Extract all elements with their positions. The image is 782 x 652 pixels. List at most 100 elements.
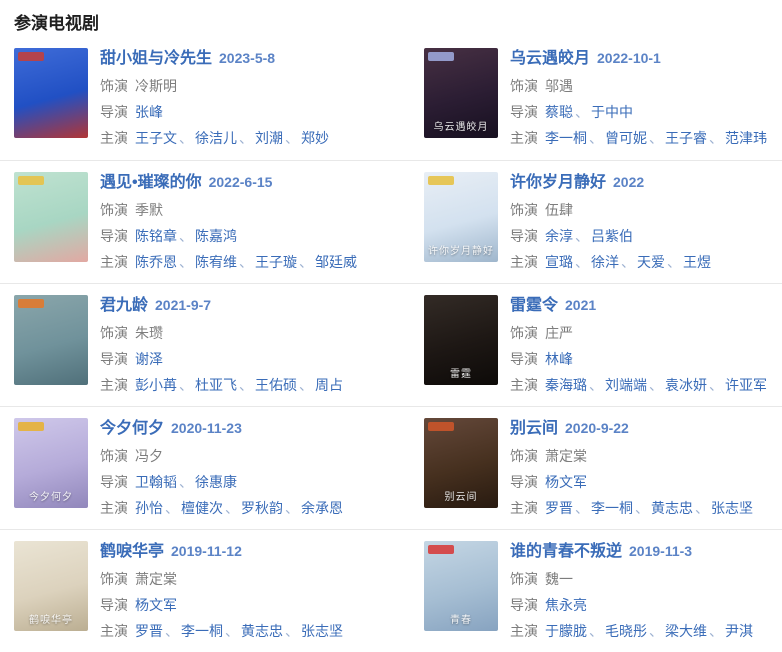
drama-poster[interactable]: 别云间 xyxy=(424,418,498,508)
drama-details: 乌云遇皎月 2022-10-1 饰演 邬遇 导演 蔡聪、于中中 主演 李一桐、曾可妮、王… xyxy=(510,48,767,160)
drama-title-link[interactable]: 乌云遇皎月 xyxy=(510,50,591,67)
role-value: 冷斯明 xyxy=(135,78,177,94)
person-link[interactable]: 罗秋韵 xyxy=(241,500,283,516)
person-link[interactable]: 檀健次 xyxy=(181,500,223,516)
person-link[interactable]: 毛晓彤 xyxy=(605,623,647,639)
name-separator: 、 xyxy=(285,623,299,639)
name-separator: 、 xyxy=(239,377,253,393)
name-separator: 、 xyxy=(225,500,239,516)
drama-title-link[interactable]: 雷霆令 xyxy=(510,297,559,314)
person-link[interactable]: 梁大维 xyxy=(665,623,707,639)
drama-title-link[interactable]: 遇见•璀璨的你 xyxy=(100,174,202,191)
person-link[interactable]: 王煜 xyxy=(683,254,711,270)
drama-title-line: 鹤唳华亭 2019-11-12 xyxy=(100,541,343,562)
person-link[interactable]: 秦海璐 xyxy=(545,377,587,393)
person-link[interactable]: 王子璇 xyxy=(255,254,297,270)
role-label: 饰演 xyxy=(510,78,538,94)
person-link[interactable]: 刘端端 xyxy=(605,377,647,393)
person-link[interactable]: 陈宥维 xyxy=(195,254,237,270)
person-link[interactable]: 徐洁儿 xyxy=(195,130,237,146)
name-separator: 、 xyxy=(667,254,681,270)
person-link[interactable]: 王子文 xyxy=(135,130,177,146)
person-link[interactable]: 张志坚 xyxy=(711,500,753,516)
drama-poster[interactable] xyxy=(14,48,88,138)
person-link[interactable]: 刘潮 xyxy=(255,130,283,146)
drama-poster[interactable]: 青春 xyxy=(424,541,498,631)
person-link[interactable]: 谢泽 xyxy=(135,351,163,367)
person-link[interactable]: 罗晋 xyxy=(545,500,573,516)
person-link[interactable]: 王子睿 xyxy=(665,130,707,146)
cast-links: 罗晋、李一桐、黄志忠、张志坚 xyxy=(545,500,753,516)
drama-poster[interactable]: 雷霆 xyxy=(424,295,498,385)
person-link[interactable]: 天爱 xyxy=(637,254,665,270)
director-line: 导演 焦永亮 xyxy=(510,596,753,614)
person-link[interactable]: 徐惠康 xyxy=(195,474,237,490)
person-link[interactable]: 宣璐 xyxy=(545,254,573,270)
poster-caption: 鹤唳华亭 xyxy=(29,615,73,626)
person-link[interactable]: 王佑硕 xyxy=(255,377,297,393)
person-link[interactable]: 郑妙 xyxy=(301,130,329,146)
role-value: 伍肆 xyxy=(545,202,573,218)
person-link[interactable]: 李一桐 xyxy=(181,623,223,639)
name-separator: 、 xyxy=(621,254,635,270)
drama-title-link[interactable]: 谁的青春不叛逆 xyxy=(510,543,623,560)
person-link[interactable]: 彭小苒 xyxy=(135,377,177,393)
person-link[interactable]: 周占 xyxy=(315,377,343,393)
drama-title-link[interactable]: 君九龄 xyxy=(100,297,149,314)
person-link[interactable]: 杜亚飞 xyxy=(195,377,237,393)
drama-poster[interactable]: 今夕何夕 xyxy=(14,418,88,508)
person-link[interactable]: 徐洋 xyxy=(591,254,619,270)
person-link[interactable]: 陈乔恩 xyxy=(135,254,177,270)
drama-poster[interactable]: 许你岁月静好 xyxy=(424,172,498,262)
person-link[interactable]: 卫翰韬 xyxy=(135,474,177,490)
drama-entry: 遇见•璀璨的你 2022-6-15 饰演 季默 导演 陈铭章、陈嘉鸿 主演 陈乔恩、陈宥… xyxy=(14,172,424,283)
person-link[interactable]: 黄志忠 xyxy=(651,500,693,516)
drama-title-link[interactable]: 鹤唳华亭 xyxy=(100,543,165,560)
person-link[interactable]: 蔡聪 xyxy=(545,104,573,120)
person-link[interactable]: 陈嘉鸿 xyxy=(195,228,237,244)
director-label: 导演 xyxy=(100,104,128,120)
poster-caption: 今夕何夕 xyxy=(29,492,73,503)
person-link[interactable]: 罗晋 xyxy=(135,623,163,639)
drama-title-link[interactable]: 别云间 xyxy=(510,420,559,437)
person-link[interactable]: 杨文军 xyxy=(545,474,587,490)
person-link[interactable]: 杨文军 xyxy=(135,597,177,613)
person-link[interactable]: 许亚军 xyxy=(725,377,767,393)
drama-title-link[interactable]: 许你岁月静好 xyxy=(510,174,607,191)
cast-links: 孙怡、檀健次、罗秋韵、余承恩 xyxy=(135,500,343,516)
drama-row: 君九龄 2021-9-7 饰演 朱瓒 导演 谢泽 主演 彭小苒、杜亚飞、王佑硕、周占 雷… xyxy=(0,283,782,406)
person-link[interactable]: 张志坚 xyxy=(301,623,343,639)
poster-badge xyxy=(18,299,44,308)
role-line: 饰演 魏一 xyxy=(510,570,753,588)
person-link[interactable]: 余淳 xyxy=(545,228,573,244)
drama-poster[interactable] xyxy=(14,295,88,385)
person-link[interactable]: 邹廷威 xyxy=(315,254,357,270)
person-link[interactable]: 于中中 xyxy=(591,104,633,120)
drama-title-link[interactable]: 甜小姐与冷先生 xyxy=(100,50,213,67)
drama-entry: 青春 谁的青春不叛逆 2019-11-3 饰演 魏一 导演 焦永亮 主演 于朦胧、毛晓彤… xyxy=(424,541,768,652)
drama-details: 谁的青春不叛逆 2019-11-3 饰演 魏一 导演 焦永亮 主演 于朦胧、毛晓彤、梁大… xyxy=(510,541,753,652)
person-link[interactable]: 李一桐 xyxy=(545,130,587,146)
person-link[interactable]: 陈铭章 xyxy=(135,228,177,244)
name-separator: 、 xyxy=(165,623,179,639)
drama-poster[interactable]: 鹤唳华亭 xyxy=(14,541,88,631)
person-link[interactable]: 于朦胧 xyxy=(545,623,587,639)
drama-poster[interactable]: 乌云遇皎月 xyxy=(424,48,498,138)
person-link[interactable]: 焦永亮 xyxy=(545,597,587,613)
person-link[interactable]: 吕紫伯 xyxy=(591,228,633,244)
drama-title-link[interactable]: 今夕何夕 xyxy=(100,420,165,437)
person-link[interactable]: 林峰 xyxy=(545,351,573,367)
person-link[interactable]: 余承恩 xyxy=(301,500,343,516)
drama-entry: 甜小姐与冷先生 2023-5-8 饰演 冷斯明 导演 张峰 主演 王子文、徐洁儿、刘潮、… xyxy=(14,48,424,160)
person-link[interactable]: 张峰 xyxy=(135,104,163,120)
person-link[interactable]: 范津玮 xyxy=(725,130,767,146)
person-link[interactable]: 袁冰妍 xyxy=(665,377,707,393)
name-separator: 、 xyxy=(285,500,299,516)
person-link[interactable]: 孙怡 xyxy=(135,500,163,516)
person-link[interactable]: 尹淇 xyxy=(725,623,753,639)
person-link[interactable]: 曾可妮 xyxy=(605,130,647,146)
drama-poster[interactable] xyxy=(14,172,88,262)
person-link[interactable]: 黄志忠 xyxy=(241,623,283,639)
director-label: 导演 xyxy=(100,597,128,613)
person-link[interactable]: 李一桐 xyxy=(591,500,633,516)
